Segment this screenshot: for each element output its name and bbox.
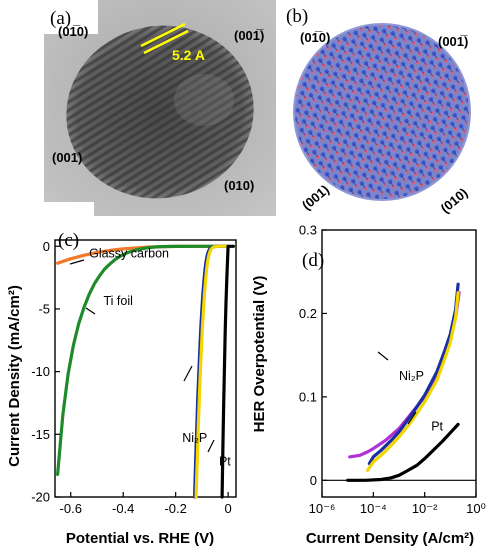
c-leader-line-1 xyxy=(85,307,96,315)
chart-c-frame xyxy=(54,239,237,498)
c-y-tick-label: -10 xyxy=(31,364,50,379)
c-y-tick-label: -5 xyxy=(38,301,50,316)
atomic-model: (b) (01̅0) (001̅) (001) (010) xyxy=(286,6,471,216)
c-annotation-0: Glassy carbon xyxy=(89,247,169,261)
c-series-1 xyxy=(55,244,230,476)
lattice-scale-bar xyxy=(140,22,189,55)
chart-d-x-axis-label: Current Density (A/cm²) xyxy=(306,530,474,547)
c-y-tick-label: -20 xyxy=(31,490,50,505)
panel-a-label: (a) xyxy=(50,8,71,29)
c-annotation-1: Ti foil xyxy=(104,294,133,308)
c-y-tick-label: -15 xyxy=(31,427,50,442)
facet-label-a-bottom-right: (010) xyxy=(224,178,254,193)
c-annotation-3: Pt xyxy=(219,455,231,469)
facet-label-b-bottom-right: (010) xyxy=(438,185,471,216)
chart-d-series xyxy=(346,282,461,482)
d-plot-frame xyxy=(321,229,477,498)
c-series-4 xyxy=(220,244,235,499)
c-x-tick-label: -0.4 xyxy=(112,501,134,516)
panel-d-chart: 10⁻⁶ 10⁻⁴ 10⁻² 10⁰ 0 0.1 0.2 0.3 Ni₂P Pt (d) Cur… xyxy=(250,216,490,550)
c-annotation-2: Ni₂P xyxy=(182,431,207,445)
d-annotation-0: Ni₂P xyxy=(399,369,424,383)
chart-d-y-axis-label: HER Overpotential (V) xyxy=(251,276,268,433)
c-plot-frame xyxy=(54,239,237,498)
d-x-tick-label: 10⁻² xyxy=(412,501,438,516)
c-leader-line-3 xyxy=(207,439,215,453)
d-series-1 xyxy=(367,282,460,466)
facet-label-a-bottom-left: (001) xyxy=(52,150,82,165)
c-y-tick-label: 0 xyxy=(43,239,50,254)
chart-d-ticks: 10⁻⁶ 10⁻⁴ 10⁻² 10⁰ 0 0.1 0.2 0.3 xyxy=(299,223,486,517)
chart-c-annotations: Glassy carbon Ti foil Ni₂P Pt xyxy=(69,247,231,469)
chart-c-y-axis-label: Current Density (mA/cm²) xyxy=(6,285,23,467)
panel-c-label: (c) xyxy=(58,230,79,251)
c-x-tick-label: -0.2 xyxy=(164,501,186,516)
lattice-spacing-label: 5.2 A xyxy=(172,47,205,63)
d-y-tick-label: 0.1 xyxy=(299,389,317,404)
polarization-chart: -0.6 -0.4 -0.2 0 0 -5 -10 -15 -20 Glassy carbon T… xyxy=(6,230,237,547)
d-annotation-1: Pt xyxy=(431,419,443,433)
d-x-tick-label: 10⁻⁶ xyxy=(309,501,336,516)
c-x-tick-label: -0.6 xyxy=(60,501,82,516)
panel-b-label: (b) xyxy=(286,6,308,27)
facet-label-b-bottom-left: (001) xyxy=(299,182,332,213)
c-leader-line-0 xyxy=(69,259,85,265)
d-leader-line-1 xyxy=(407,411,417,425)
d-series-2 xyxy=(365,290,460,472)
panel-a-tem-image: (a) (01̅0) (001̅) (001) (010) 5.2 A xyxy=(44,0,276,216)
d-y-tick-label: 0 xyxy=(310,473,317,488)
facet-label-b-top-left: (01̅0) xyxy=(300,30,330,45)
chart-d-frame xyxy=(321,229,477,498)
d-y-tick-label: 0.2 xyxy=(299,306,317,321)
d-x-tick-label: 10⁰ xyxy=(466,501,486,516)
d-y-tick-label: 0.3 xyxy=(299,223,317,238)
panel-d-label: (d) xyxy=(302,250,324,271)
c-x-tick-label: 0 xyxy=(225,501,232,516)
panel-c-chart: -0.6 -0.4 -0.2 0 0 -5 -10 -15 -20 Glassy carbon T… xyxy=(0,216,250,550)
c-leader-line-2 xyxy=(183,365,193,382)
d-x-tick-label: 10⁻⁴ xyxy=(360,501,387,516)
facet-label-a-top-right: (001̅) xyxy=(234,28,264,43)
d-series-3 xyxy=(346,422,460,482)
chart-d-annotations: Ni₂P Pt xyxy=(377,351,444,433)
facet-label-a-top-left: (01̅0) xyxy=(58,24,88,39)
d-leader-line-0 xyxy=(377,351,389,361)
tafel-chart: 10⁻⁶ 10⁻⁴ 10⁻² 10⁰ 0 0.1 0.2 0.3 Ni₂P Pt (d) Cur… xyxy=(251,223,486,548)
c-series-3 xyxy=(194,244,230,499)
tem-image: (a) (01̅0) (001̅) (001) (010) 5.2 A xyxy=(44,0,276,216)
facet-label-b-top-right: (001̅) xyxy=(438,34,468,49)
chart-c-series xyxy=(55,244,235,499)
chart-c-ticks: -0.6 -0.4 -0.2 0 0 -5 -10 -15 -20 xyxy=(31,239,232,516)
chart-c-x-axis-label: Potential vs. RHE (V) xyxy=(66,530,214,547)
panel-b-atomic-model: (b) (01̅0) (001̅) (001) (010) xyxy=(278,0,490,216)
